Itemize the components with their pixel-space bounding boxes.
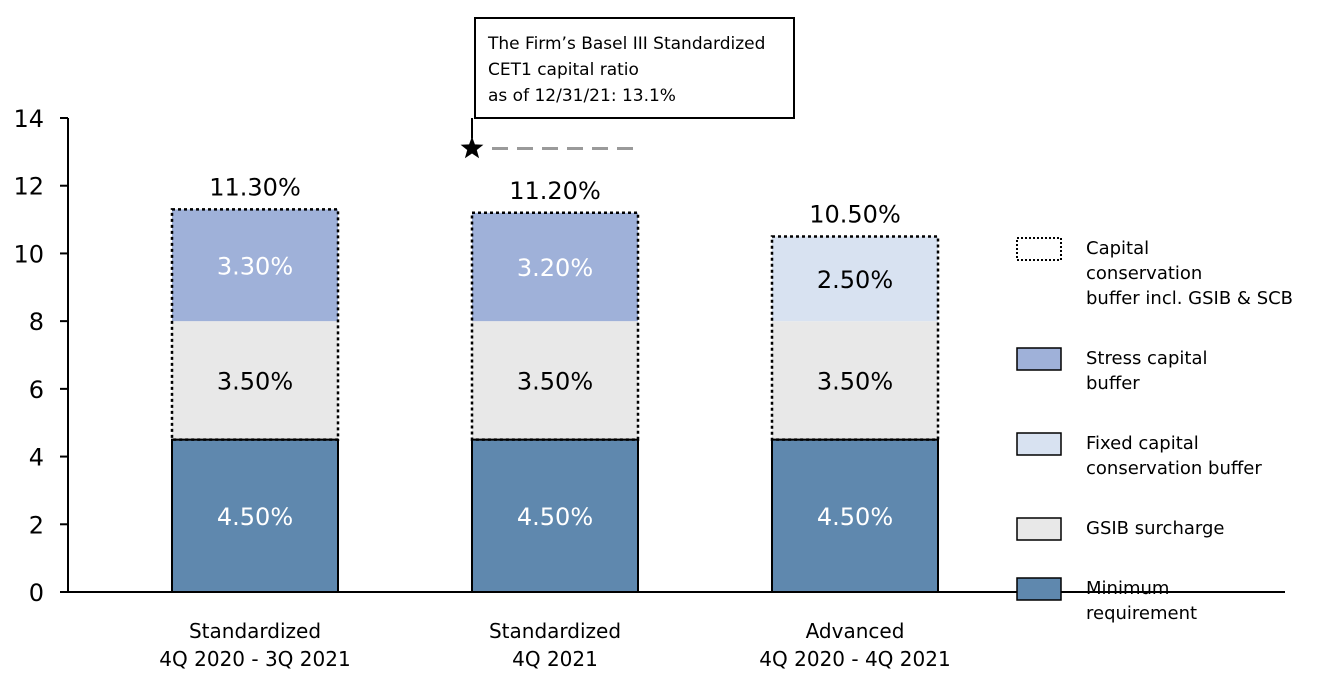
- bars: 4.50% 3.50% 3.30% 11.30% 4.50% 3.50% 3.20% 11.2…: [170, 173, 940, 593]
- bar-segment-label: 2.50%: [817, 266, 893, 294]
- bar-segment-label: 4.50%: [817, 503, 893, 531]
- bar-segment-label: 3.50%: [817, 367, 893, 395]
- y-tick-label: 2: [29, 511, 44, 539]
- callout-text-line: as of 12/31/21: 13.1%: [488, 86, 676, 106]
- bar-segment-label: 4.50%: [217, 503, 293, 531]
- bar-segment-label: 4.50%: [517, 503, 593, 531]
- legend-swatch: [1016, 577, 1062, 601]
- minimum-requirement-outline: [171, 438, 339, 593]
- callout-box: [474, 17, 795, 119]
- legend-label: buffer: [1086, 373, 1140, 394]
- bar-segment: [772, 236, 938, 322]
- y-tick-label: 6: [29, 376, 44, 404]
- axes: 0 2 4 6 8 10 12 14 Standardized 4Q 2020 - 3Q 2021…: [13, 105, 1285, 671]
- x-category-label: Standardized: [189, 619, 321, 643]
- y-tick-label: 10: [13, 240, 44, 268]
- star-icon: [460, 136, 484, 159]
- bar-segment: [472, 321, 638, 440]
- y-tick-label: 4: [29, 444, 44, 472]
- y-tick-label: 0: [29, 579, 44, 607]
- legend-label: requirement: [1086, 603, 1197, 624]
- legend-swatch: [1016, 237, 1062, 261]
- bar-segment: [772, 439, 938, 592]
- bar-segment-label: 3.20%: [517, 254, 593, 282]
- legend-label: conservation buffer: [1086, 458, 1262, 479]
- legend-label: buffer incl. GSIB & SCB: [1086, 288, 1293, 309]
- legend-swatch: [1016, 517, 1062, 541]
- bar-total-label: 11.20%: [509, 177, 601, 205]
- bar-segment-label: 3.30%: [217, 252, 293, 280]
- callout-text-line: The Firm’s Basel III Standardized: [487, 34, 765, 54]
- legend-label: conservation: [1086, 263, 1202, 284]
- legend-label: Fixed capital: [1086, 433, 1199, 454]
- x-category-label: 4Q 2020 - 3Q 2021: [159, 647, 350, 671]
- bar-total-label: 11.30%: [209, 173, 301, 201]
- y-tick-label: 12: [13, 173, 44, 201]
- legend-label: Stress capital: [1086, 348, 1207, 369]
- legend-label: GSIB surcharge: [1086, 518, 1224, 539]
- x-category-label: 4Q 2020 - 4Q 2021: [759, 647, 950, 671]
- legend-label: Minimum: [1086, 578, 1169, 599]
- bar-segment-label: 3.50%: [217, 367, 293, 395]
- bar-segment: [772, 321, 938, 440]
- capital-buffer-outline: [770, 235, 940, 441]
- x-category-label: Advanced: [806, 619, 905, 643]
- bar-total-label: 10.50%: [809, 201, 901, 229]
- bar-segment-label: 3.50%: [517, 367, 593, 395]
- y-tick-label: 14: [13, 105, 44, 133]
- bar-segment: [472, 439, 638, 592]
- bar-segment: [172, 439, 338, 592]
- annotation-callout: The Firm’s Basel III Standardized CET1 ca…: [460, 17, 795, 159]
- legend: Capital conservation buffer incl. GSIB & S…: [1016, 237, 1293, 624]
- x-category-label: 4Q 2021: [512, 647, 598, 671]
- bar-segment: [472, 212, 638, 322]
- legend-label: Capital: [1086, 238, 1149, 259]
- x-category-label: Standardized: [489, 619, 621, 643]
- callout-text-line: CET1 capital ratio: [488, 60, 639, 80]
- legend-swatch: [1016, 432, 1062, 456]
- capital-buffer-outline: [470, 211, 640, 441]
- legend-swatch: [1016, 347, 1062, 371]
- bar-segment: [172, 321, 338, 440]
- y-tick-label: 8: [29, 308, 44, 336]
- bar-segment: [172, 209, 338, 322]
